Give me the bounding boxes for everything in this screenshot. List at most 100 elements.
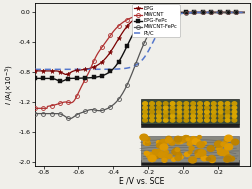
Circle shape: [176, 110, 181, 114]
Circle shape: [163, 118, 167, 122]
Circle shape: [217, 118, 222, 122]
Circle shape: [165, 138, 172, 143]
Circle shape: [180, 137, 187, 142]
Circle shape: [170, 110, 174, 114]
Circle shape: [231, 102, 236, 105]
Circle shape: [220, 142, 225, 146]
Circle shape: [223, 157, 229, 162]
Circle shape: [184, 152, 189, 156]
Circle shape: [192, 139, 199, 145]
Circle shape: [161, 158, 166, 162]
Circle shape: [163, 110, 167, 114]
Circle shape: [165, 136, 171, 141]
Circle shape: [142, 106, 147, 110]
Circle shape: [224, 102, 229, 105]
Circle shape: [156, 110, 161, 114]
Circle shape: [197, 110, 202, 114]
Circle shape: [204, 110, 208, 114]
Circle shape: [183, 110, 188, 114]
Circle shape: [197, 150, 205, 156]
Circle shape: [231, 118, 236, 122]
Circle shape: [194, 150, 202, 156]
Circle shape: [209, 158, 214, 163]
Circle shape: [166, 154, 171, 159]
Circle shape: [176, 102, 181, 105]
Circle shape: [183, 118, 188, 122]
Circle shape: [190, 106, 195, 110]
Circle shape: [171, 149, 179, 155]
Circle shape: [197, 118, 202, 122]
Circle shape: [224, 110, 229, 114]
Circle shape: [220, 150, 228, 156]
Circle shape: [174, 148, 179, 151]
Circle shape: [176, 114, 181, 118]
Circle shape: [170, 102, 174, 105]
Circle shape: [197, 136, 201, 139]
Circle shape: [156, 114, 161, 118]
Circle shape: [176, 106, 181, 110]
Circle shape: [196, 142, 204, 148]
Legend: EPG, MWCNT, EPG-FePc, MWCNT-FePc, Pt/C: EPG, MWCNT, EPG-FePc, MWCNT-FePc, Pt/C: [132, 5, 179, 37]
Circle shape: [163, 114, 167, 118]
Circle shape: [183, 106, 188, 110]
Circle shape: [154, 150, 162, 156]
Circle shape: [187, 151, 191, 153]
Circle shape: [163, 102, 167, 105]
Circle shape: [214, 141, 222, 147]
Circle shape: [178, 155, 182, 159]
Circle shape: [216, 147, 220, 150]
Circle shape: [190, 114, 195, 118]
Circle shape: [217, 102, 222, 105]
Circle shape: [176, 153, 181, 157]
Circle shape: [164, 150, 168, 154]
Circle shape: [156, 118, 161, 122]
Circle shape: [145, 137, 149, 141]
Circle shape: [224, 135, 232, 141]
Circle shape: [224, 156, 230, 162]
Polygon shape: [140, 136, 238, 162]
Circle shape: [224, 147, 227, 150]
Circle shape: [142, 114, 147, 118]
Circle shape: [158, 152, 165, 158]
Circle shape: [225, 155, 231, 160]
Circle shape: [168, 140, 174, 145]
Circle shape: [160, 144, 167, 150]
Circle shape: [152, 150, 157, 154]
Circle shape: [149, 110, 154, 114]
Circle shape: [173, 148, 178, 152]
Circle shape: [176, 138, 183, 144]
Circle shape: [182, 136, 188, 140]
Circle shape: [204, 114, 208, 118]
Circle shape: [156, 102, 161, 105]
Circle shape: [159, 139, 166, 146]
Circle shape: [217, 145, 222, 149]
Y-axis label: $I$ /A($\times$10$^{-3}$): $I$ /A($\times$10$^{-3}$): [4, 64, 16, 105]
Circle shape: [143, 140, 149, 145]
Circle shape: [146, 153, 153, 158]
X-axis label: E /V vs. SCE: E /V vs. SCE: [119, 177, 164, 186]
Circle shape: [198, 152, 205, 158]
Circle shape: [139, 134, 147, 140]
Circle shape: [185, 138, 189, 140]
Circle shape: [204, 102, 208, 105]
Circle shape: [200, 156, 207, 161]
Circle shape: [162, 155, 167, 160]
Circle shape: [207, 157, 212, 160]
Circle shape: [190, 110, 195, 114]
Circle shape: [144, 151, 149, 155]
Circle shape: [211, 106, 215, 110]
Circle shape: [149, 154, 154, 158]
Circle shape: [149, 106, 154, 110]
Circle shape: [149, 102, 154, 105]
Circle shape: [224, 139, 227, 142]
Circle shape: [190, 102, 195, 105]
Polygon shape: [140, 99, 238, 124]
Circle shape: [197, 106, 202, 110]
Circle shape: [195, 154, 199, 157]
Circle shape: [188, 146, 193, 150]
Circle shape: [149, 114, 154, 118]
Polygon shape: [140, 124, 238, 127]
Circle shape: [148, 153, 156, 159]
Circle shape: [197, 102, 202, 105]
Circle shape: [170, 106, 174, 110]
